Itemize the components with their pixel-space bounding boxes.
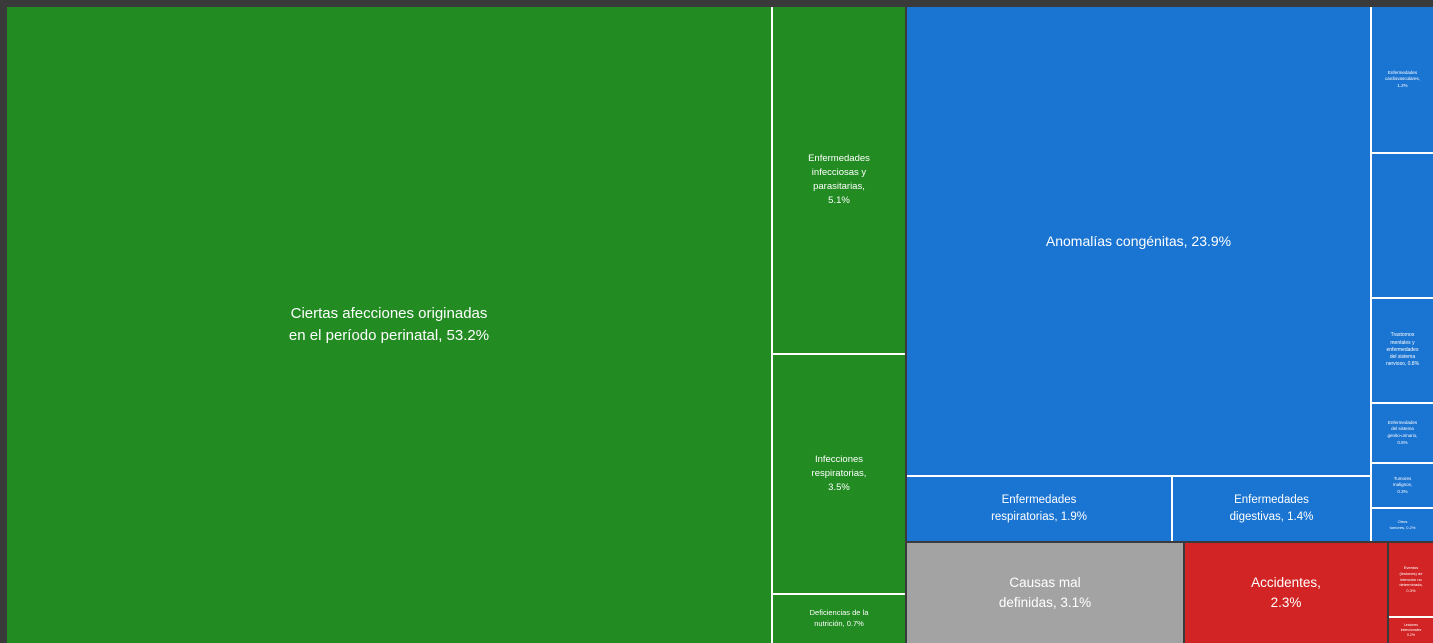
tile-label: Enfermedades del sistema genito-urinario…: [1387, 419, 1418, 445]
tile-congenitas: Anomalías congénitas, 23.9%: [907, 7, 1370, 475]
tile-label: Infecciones respiratorias, 3.5%: [811, 454, 867, 493]
tile-label: Causas mal definidas, 3.1%: [998, 575, 1092, 610]
tile-enf-digestivas: Enfermedades digestivas, 1.4%: [1173, 477, 1370, 541]
tile-label: Tumores malignos, 0.3%: [1392, 475, 1413, 494]
tile-label: Enfermedades cardiovasculares, 1.2%: [1384, 69, 1420, 88]
tile-label: Trastornos mentales y enfermedades del s…: [1385, 332, 1420, 368]
tile-genitourinario: Enfermedades del sistema genito-urinario…: [1372, 404, 1433, 462]
tile-otros-tumores: Otros tumores, 0.2%: [1372, 509, 1433, 541]
group-separator: [1183, 541, 1185, 643]
group-separator: [1387, 541, 1389, 643]
group-separator: [905, 7, 907, 643]
tile-label: Enfermedades digestivas, 1.4%: [1229, 494, 1314, 523]
tile-endocrinas: [1372, 154, 1433, 297]
tile-label: Enfermedades infecciosas y parasitarias,…: [808, 153, 870, 206]
tile-cardiovasculares: Enfermedades cardiovasculares, 1.2%: [1372, 7, 1433, 152]
tile-respiratorias-inf: Infecciones respiratorias, 3.5%: [773, 355, 905, 593]
tile-mal-definidas: Causas mal definidas, 3.1%: [907, 543, 1183, 643]
tile-label: Anomalías congénitas, 23.9%: [1045, 232, 1232, 249]
tile-eventos-intencion: Eventos (lesiones) de intención no deter…: [1389, 543, 1433, 616]
tile-mentales: Trastornos mentales y enfermedades del s…: [1372, 299, 1433, 402]
tile-label: Lesiones intencionales 0.2%: [1400, 622, 1422, 638]
tile-infecciosas: Enfermedades infecciosas y parasitarias,…: [773, 7, 905, 353]
tile-label: Deficiencias de la nutrición, 0.7%: [809, 608, 869, 628]
tile-label: Accidentes, 2.3%: [1251, 575, 1321, 610]
tile-lesiones-intencionales: Lesiones intencionales 0.2%: [1389, 618, 1433, 643]
treemap-chart: Ciertas afecciones originadas en el perí…: [7, 7, 1433, 643]
group-separator: [905, 541, 1433, 543]
tile-tumores-malignos: Tumores malignos, 0.3%: [1372, 464, 1433, 507]
tile-label: Otros tumores, 0.2%: [1389, 519, 1416, 530]
tile-label: Enfermedades respiratorias, 1.9%: [991, 494, 1087, 523]
tile-nutricion: Deficiencias de la nutrición, 0.7%: [773, 595, 905, 643]
tile-accidentes: Accidentes, 2.3%: [1185, 543, 1387, 643]
tile-enf-respiratorias: Enfermedades respiratorias, 1.9%: [907, 477, 1171, 541]
tile-label: Eventos (lesiones) de intención no deter…: [1399, 565, 1423, 594]
tile-label: Ciertas afecciones originadas en el perí…: [288, 305, 490, 344]
tile-perinatal: Ciertas afecciones originadas en el perí…: [7, 7, 771, 643]
